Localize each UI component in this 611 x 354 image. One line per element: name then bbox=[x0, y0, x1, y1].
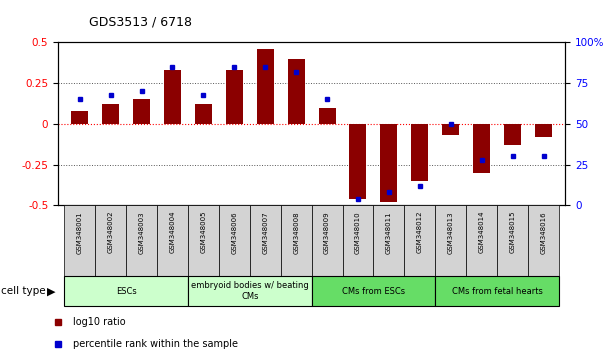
Text: GSM348014: GSM348014 bbox=[478, 211, 485, 253]
Bar bbox=[64, 205, 95, 276]
Text: log10 ratio: log10 ratio bbox=[73, 318, 125, 327]
Bar bbox=[126, 205, 157, 276]
Bar bbox=[195, 104, 212, 124]
Bar bbox=[157, 205, 188, 276]
Text: GSM348013: GSM348013 bbox=[448, 211, 454, 253]
Text: CMs from ESCs: CMs from ESCs bbox=[342, 287, 405, 296]
Bar bbox=[466, 205, 497, 276]
Text: embryoid bodies w/ beating
CMs: embryoid bodies w/ beating CMs bbox=[191, 281, 309, 301]
Text: GSM348009: GSM348009 bbox=[324, 211, 330, 253]
Bar bbox=[188, 276, 312, 306]
Bar bbox=[188, 205, 219, 276]
Text: GSM348006: GSM348006 bbox=[232, 211, 237, 253]
Bar bbox=[312, 276, 435, 306]
Bar bbox=[102, 104, 119, 124]
Text: GDS3513 / 6718: GDS3513 / 6718 bbox=[89, 15, 192, 28]
Text: GSM348015: GSM348015 bbox=[510, 211, 516, 253]
Bar bbox=[442, 124, 459, 135]
Text: GSM348010: GSM348010 bbox=[355, 211, 361, 253]
Text: GSM348008: GSM348008 bbox=[293, 211, 299, 253]
Bar bbox=[312, 205, 343, 276]
Bar bbox=[473, 124, 490, 173]
Bar bbox=[226, 70, 243, 124]
Text: GSM348007: GSM348007 bbox=[262, 211, 268, 253]
Bar bbox=[164, 70, 181, 124]
Bar bbox=[535, 124, 552, 137]
Text: GSM348002: GSM348002 bbox=[108, 211, 114, 253]
Bar bbox=[71, 111, 88, 124]
Text: cell type: cell type bbox=[1, 286, 45, 296]
Bar bbox=[497, 205, 528, 276]
Bar bbox=[528, 205, 559, 276]
Text: GSM348001: GSM348001 bbox=[77, 211, 82, 253]
Bar bbox=[373, 205, 404, 276]
Bar bbox=[219, 205, 250, 276]
Bar bbox=[381, 124, 397, 202]
Bar bbox=[404, 205, 435, 276]
Text: GSM348003: GSM348003 bbox=[139, 211, 145, 253]
Text: GSM348016: GSM348016 bbox=[541, 211, 546, 253]
Bar bbox=[504, 124, 521, 145]
Bar bbox=[343, 205, 373, 276]
Bar bbox=[435, 276, 559, 306]
Bar bbox=[288, 59, 305, 124]
Text: GSM348012: GSM348012 bbox=[417, 211, 423, 253]
Text: GSM348011: GSM348011 bbox=[386, 211, 392, 253]
Bar bbox=[257, 49, 274, 124]
Bar bbox=[435, 205, 466, 276]
Text: ▶: ▶ bbox=[47, 286, 56, 296]
Text: GSM348005: GSM348005 bbox=[200, 211, 207, 253]
Bar bbox=[349, 124, 367, 199]
Bar bbox=[411, 124, 428, 181]
Bar bbox=[318, 108, 335, 124]
Bar bbox=[64, 276, 188, 306]
Text: CMs from fetal hearts: CMs from fetal hearts bbox=[452, 287, 543, 296]
Bar bbox=[250, 205, 280, 276]
Bar bbox=[95, 205, 126, 276]
Bar bbox=[280, 205, 312, 276]
Text: ESCs: ESCs bbox=[115, 287, 136, 296]
Text: GSM348004: GSM348004 bbox=[169, 211, 175, 253]
Bar bbox=[133, 99, 150, 124]
Text: percentile rank within the sample: percentile rank within the sample bbox=[73, 339, 238, 349]
